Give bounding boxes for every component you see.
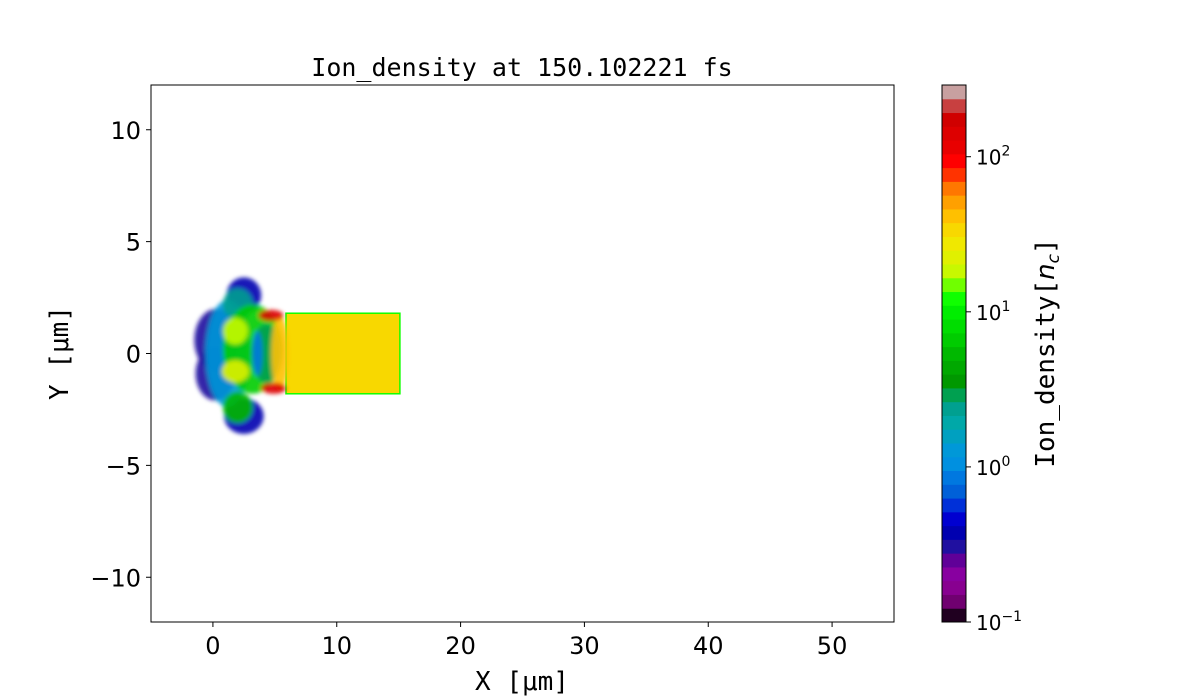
colorbar-band [942,222,966,237]
colorbar-frame [941,84,967,623]
y-tick-label: 0 [126,341,141,369]
x-tick-label: 10 [321,632,352,660]
tick-exponent: 1 [1001,299,1010,315]
tick-exponent: 0 [1001,454,1010,470]
colorbar-band [942,360,966,375]
colorbar-band [942,112,966,127]
colorbar-band [942,153,966,169]
y-tick-label: −5 [106,452,141,480]
colorbar-band [942,85,966,100]
colorbar-tick-label: 101 [976,299,1010,325]
colorbar-band [942,346,966,361]
density-feature [222,391,253,423]
colorbar-band [942,498,966,513]
colorbar-band [942,580,966,595]
colorbar-tick-label: 10−1 [976,609,1022,635]
colorbar-band [942,319,966,334]
y-tick-label: 5 [126,229,141,257]
colorbar-band [942,332,966,348]
colorbar-band [942,208,966,224]
y-tick-label: −10 [90,564,141,592]
colorbar-band [942,236,966,251]
colorbar-band [942,456,966,472]
colorbar-band [942,594,966,609]
x-axis: 0 10 20 30 40 50 [205,622,847,660]
target-region [285,312,401,395]
density-feature [258,309,284,322]
colorbar-label-main: Ion_density[ [1031,280,1061,468]
chart-title: Ion_density at 150.102221 fs [311,53,732,82]
tick-base: 10 [976,146,1001,170]
colorbar-tick-label: 100 [976,454,1010,480]
colorbar-band [942,264,966,279]
x-axis-label: X [μm] [475,667,569,697]
tick-base: 10 [976,611,1001,635]
colorbar-label: Ion_density[nc] [1031,238,1064,467]
density-feature [271,315,289,392]
tick-base: 10 [976,301,1001,325]
colorbar-band [942,566,966,582]
colorbar-band [942,374,966,389]
colorbar-band [942,98,966,114]
colorbar-label-subscript: c [1044,253,1064,263]
density-feature [252,331,263,376]
colorbar-tick-label: 102 [976,144,1010,170]
colorbar-band [942,539,966,554]
y-tick-label: 10 [110,117,141,145]
tick-base: 10 [976,456,1001,480]
colorbar-band [942,181,966,196]
x-tick-label: 20 [445,632,476,660]
colorbar-band [942,525,966,540]
colorbar-band [942,195,966,210]
x-tick-label: 50 [817,632,848,660]
tick-exponent: −1 [1001,609,1022,625]
x-tick-label: 30 [569,632,600,660]
colorbar-band [942,387,966,403]
density-feature [221,360,249,383]
colorbar-band [942,429,966,444]
y-axis: 10 5 0 −5 −10 [90,117,151,592]
colorbar-band [942,443,966,458]
x-tick-label: 40 [693,632,724,660]
colorbar-band [942,511,966,527]
colorbar-band [942,608,966,623]
colorbar-band [942,291,966,306]
colorbar-band [942,140,966,155]
colorbar-band [942,277,966,293]
density-feature [222,317,248,345]
colorbar-band [942,553,966,568]
colorbar-band [942,484,966,499]
colorbar-band [942,126,966,141]
colorbar-label-symbol: n [1031,263,1061,279]
colorbar-band [942,470,966,485]
plasma-expansion [194,277,289,435]
colorbar-band [942,167,966,182]
colorbar-label-end: ] [1031,238,1061,254]
colorbar-band [942,250,966,265]
colorbar-band [942,415,966,430]
x-tick-label: 0 [205,632,220,660]
density-feature [261,382,286,394]
tick-exponent: 2 [1001,144,1010,160]
heatmap-area [194,277,401,435]
colorbar-band [942,305,966,320]
colorbar-band [942,401,966,416]
y-axis-label: Y [μm] [45,306,75,400]
